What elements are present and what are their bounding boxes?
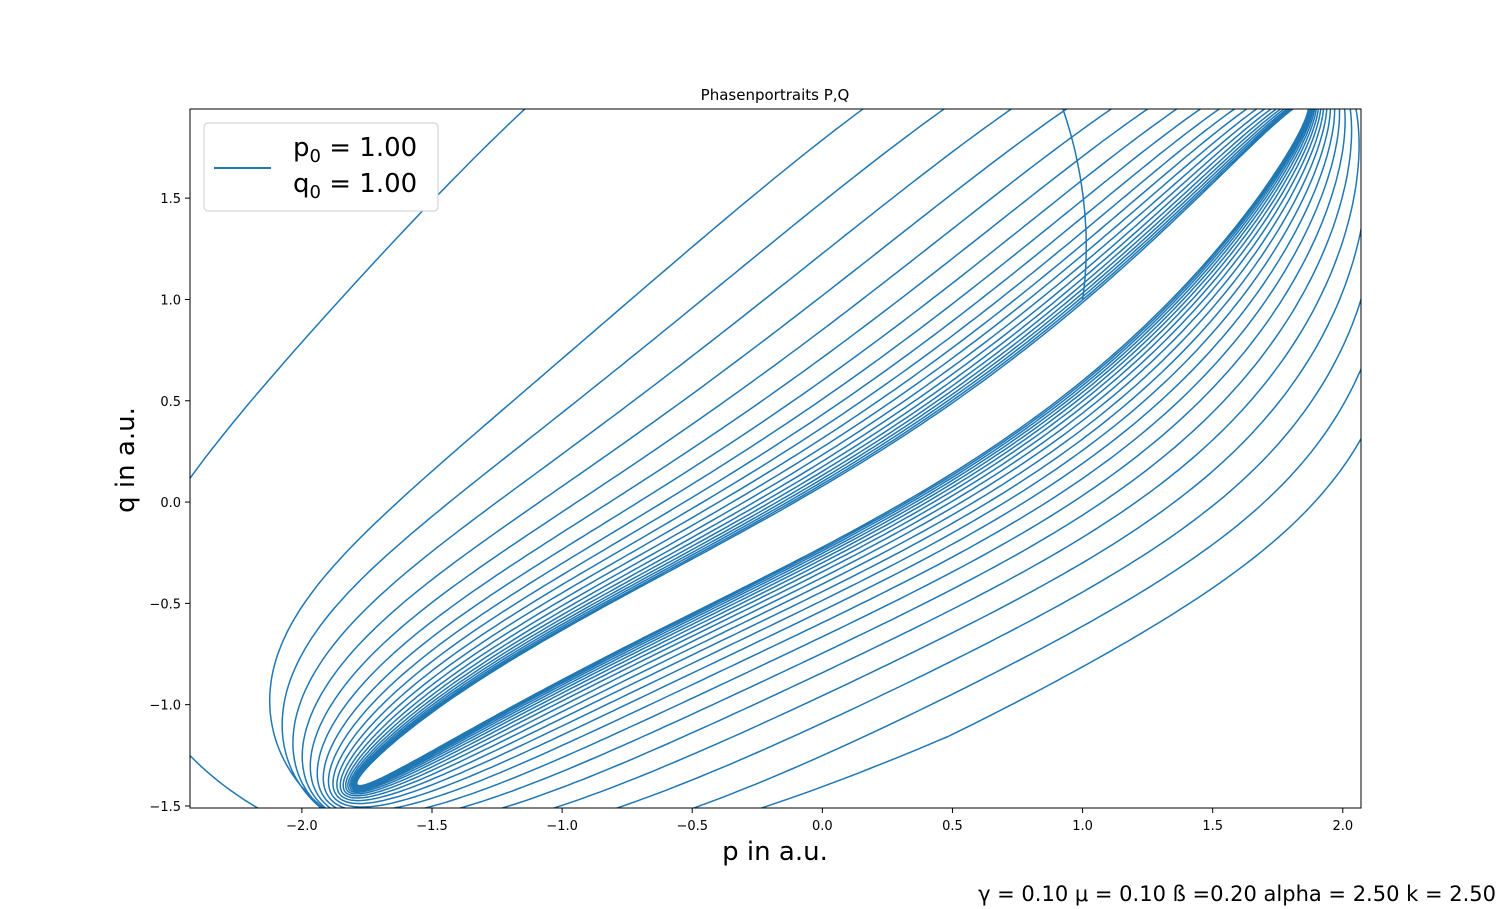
y-tick-label: 0.5 [160,395,181,410]
y-tick-label: 1.5 [160,192,181,207]
y-tick-label: 1.0 [160,293,181,308]
legend-q-subscript: 0 [310,182,321,203]
legend-p-symbol: p [293,133,310,163]
x-tick-label: −0.5 [676,819,708,834]
y-tick-label: −0.5 [149,597,181,612]
x-axis: −2.0 −1.5 −1.0 −0.5 0.0 0.5 1.0 1.5 2.0 [286,808,1353,834]
plot-frame [189,108,1362,809]
legend-line-1: p0 = 1.00 [293,133,417,167]
series-line [190,109,1361,808]
y-tick-label: −1.0 [149,699,181,714]
y-axis-label: q in a.u. [111,407,141,513]
parameter-annotation: γ = 0.10 μ = 0.10 ß =0.20 alpha = 2.50 k… [978,882,1496,906]
y-axis: −1.5 −1.0 −0.5 0.0 0.5 1.0 1.5 [149,192,190,815]
x-tick-label: −2.0 [286,819,318,834]
x-tick-label: 1.5 [1202,819,1223,834]
x-axis-label: p in a.u. [722,837,828,867]
x-tick-label: 0.5 [942,819,963,834]
y-tick-label: −1.5 [149,800,181,815]
legend-q-symbol: q [293,169,310,199]
legend-p-subscript: 0 [310,146,321,167]
legend: p0 = 1.00 q0 = 1.00 [203,122,439,212]
y-tick-label: 0.0 [160,496,181,511]
legend-box [203,122,439,212]
x-tick-label: 1.0 [1072,819,1093,834]
x-tick-label: −1.5 [416,819,448,834]
legend-q-value: = 1.00 [321,169,417,199]
legend-p-value: = 1.00 [321,133,417,163]
chart-title: Phasenportraits P,Q [701,86,850,104]
x-tick-label: 2.0 [1332,819,1353,834]
legend-line-2: q0 = 1.00 [293,169,417,203]
x-tick-label: 0.0 [812,819,833,834]
series-layer [190,109,1361,808]
x-tick-label: −1.0 [546,819,578,834]
